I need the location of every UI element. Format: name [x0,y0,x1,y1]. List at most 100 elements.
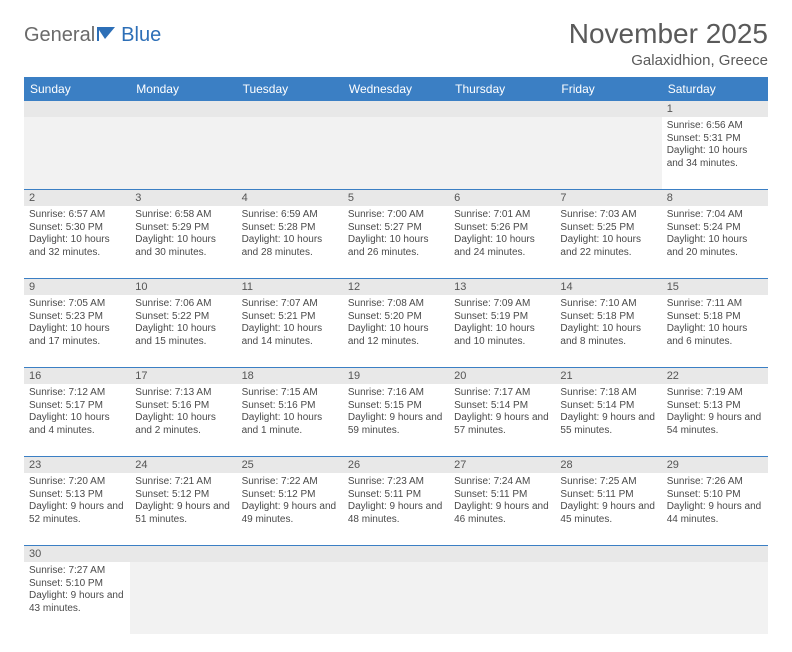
sunrise-text: Sunrise: 7:23 AM [348,476,444,489]
day-number: 16 [24,368,130,384]
day-number: 13 [449,279,555,295]
day-cell: Sunrise: 7:05 AMSunset: 5:23 PMDaylight:… [24,295,130,367]
sunset-text: Sunset: 5:17 PM [29,400,125,413]
sunrise-text: Sunrise: 7:07 AM [242,298,338,311]
day-number [237,546,343,562]
daylight-text: Daylight: 9 hours and 57 minutes. [454,412,550,437]
sunrise-text: Sunrise: 7:03 AM [560,209,656,222]
page: General Blue November 2025 Galaxidhion, … [0,0,792,652]
day-cell: Sunrise: 7:21 AMSunset: 5:12 PMDaylight:… [130,473,236,545]
weekday-thu: Thursday [449,77,555,101]
title-block: November 2025 Galaxidhion, Greece [569,18,768,69]
sunrise-text: Sunrise: 6:57 AM [29,209,125,222]
day-cell: Sunrise: 7:12 AMSunset: 5:17 PMDaylight:… [24,384,130,456]
sunrise-text: Sunrise: 7:13 AM [135,387,231,400]
week-row: Sunrise: 7:27 AMSunset: 5:10 PMDaylight:… [24,562,768,634]
sunrise-text: Sunrise: 7:04 AM [667,209,763,222]
sunrise-text: Sunrise: 7:09 AM [454,298,550,311]
sunrise-text: Sunrise: 6:59 AM [242,209,338,222]
day-cell: Sunrise: 7:19 AMSunset: 5:13 PMDaylight:… [662,384,768,456]
daynum-row: 9101112131415 [24,279,768,295]
day-number: 17 [130,368,236,384]
calendar: Sunday Monday Tuesday Wednesday Thursday… [24,77,768,634]
day-number [237,101,343,117]
daynum-row: 2345678 [24,190,768,206]
day-cell: Sunrise: 7:15 AMSunset: 5:16 PMDaylight:… [237,384,343,456]
sunrise-text: Sunrise: 7:16 AM [348,387,444,400]
daylight-text: Daylight: 10 hours and 26 minutes. [348,234,444,259]
daylight-text: Daylight: 9 hours and 49 minutes. [242,501,338,526]
daynum-row: 23242526272829 [24,457,768,473]
day-number [130,546,236,562]
sunset-text: Sunset: 5:19 PM [454,311,550,324]
daylight-text: Daylight: 9 hours and 51 minutes. [135,501,231,526]
day-number: 18 [237,368,343,384]
sunrise-text: Sunrise: 7:25 AM [560,476,656,489]
sunset-text: Sunset: 5:11 PM [348,489,444,502]
sunrise-text: Sunrise: 7:08 AM [348,298,444,311]
daylight-text: Daylight: 9 hours and 54 minutes. [667,412,763,437]
logo-text-blue: Blue [121,24,161,47]
day-number: 28 [555,457,661,473]
empty-cell [24,117,130,189]
day-cell: Sunrise: 7:16 AMSunset: 5:15 PMDaylight:… [343,384,449,456]
day-number: 3 [130,190,236,206]
empty-cell [130,117,236,189]
sunset-text: Sunset: 5:23 PM [29,311,125,324]
day-number [343,546,449,562]
weekday-wed: Wednesday [343,77,449,101]
sunrise-text: Sunrise: 7:11 AM [667,298,763,311]
sunset-text: Sunset: 5:18 PM [560,311,656,324]
sunrise-text: Sunrise: 6:58 AM [135,209,231,222]
header: General Blue November 2025 Galaxidhion, … [24,18,768,69]
location-text: Galaxidhion, Greece [569,52,768,69]
empty-cell [343,562,449,634]
day-cell: Sunrise: 7:18 AMSunset: 5:14 PMDaylight:… [555,384,661,456]
sunrise-text: Sunrise: 7:01 AM [454,209,550,222]
day-cell: Sunrise: 6:59 AMSunset: 5:28 PMDaylight:… [237,206,343,278]
day-cell: Sunrise: 7:00 AMSunset: 5:27 PMDaylight:… [343,206,449,278]
month-title: November 2025 [569,18,768,50]
empty-cell [130,562,236,634]
sunrise-text: Sunrise: 7:21 AM [135,476,231,489]
day-number: 30 [24,546,130,562]
empty-cell [343,117,449,189]
daylight-text: Daylight: 10 hours and 2 minutes. [135,412,231,437]
day-cell: Sunrise: 6:58 AMSunset: 5:29 PMDaylight:… [130,206,236,278]
daynum-row: 16171819202122 [24,368,768,384]
empty-cell [237,117,343,189]
week-row: Sunrise: 7:05 AMSunset: 5:23 PMDaylight:… [24,295,768,368]
day-number: 24 [130,457,236,473]
day-cell: Sunrise: 7:11 AMSunset: 5:18 PMDaylight:… [662,295,768,367]
day-number: 11 [237,279,343,295]
weeks-container: 1Sunrise: 6:56 AMSunset: 5:31 PMDaylight… [24,101,768,634]
day-number: 4 [237,190,343,206]
sunrise-text: Sunrise: 7:20 AM [29,476,125,489]
empty-cell [555,117,661,189]
day-number: 14 [555,279,661,295]
day-cell: Sunrise: 7:10 AMSunset: 5:18 PMDaylight:… [555,295,661,367]
week-row: Sunrise: 6:56 AMSunset: 5:31 PMDaylight:… [24,117,768,190]
day-number [24,101,130,117]
sunset-text: Sunset: 5:25 PM [560,222,656,235]
sunrise-text: Sunrise: 7:05 AM [29,298,125,311]
week-row: Sunrise: 6:57 AMSunset: 5:30 PM Daylight:… [24,206,768,279]
sunrise-text: Sunrise: 7:22 AM [242,476,338,489]
sunset-text: Sunset: 5:14 PM [560,400,656,413]
day-number: 8 [662,190,768,206]
sunset-text: Sunset: 5:13 PM [667,400,763,413]
daylight-text: Daylight: 9 hours and 52 minutes. [29,501,125,526]
sunset-text: Sunset: 5:24 PM [667,222,763,235]
sunset-text: Sunset: 5:13 PM [29,489,125,502]
day-cell: Sunrise: 7:25 AMSunset: 5:11 PMDaylight:… [555,473,661,545]
day-number: 6 [449,190,555,206]
sunrise-text: Sunrise: 7:10 AM [560,298,656,311]
day-number: 12 [343,279,449,295]
sunrise-text: Sunrise: 7:18 AM [560,387,656,400]
day-cell: Sunrise: 7:07 AMSunset: 5:21 PMDaylight:… [237,295,343,367]
sunset-text: Sunset: 5:30 PM [29,222,125,235]
empty-cell [237,562,343,634]
day-cell: Sunrise: 7:23 AMSunset: 5:11 PMDaylight:… [343,473,449,545]
week-row: Sunrise: 7:12 AMSunset: 5:17 PMDaylight:… [24,384,768,457]
daylight-text: Daylight: 10 hours and 28 minutes. [242,234,338,259]
